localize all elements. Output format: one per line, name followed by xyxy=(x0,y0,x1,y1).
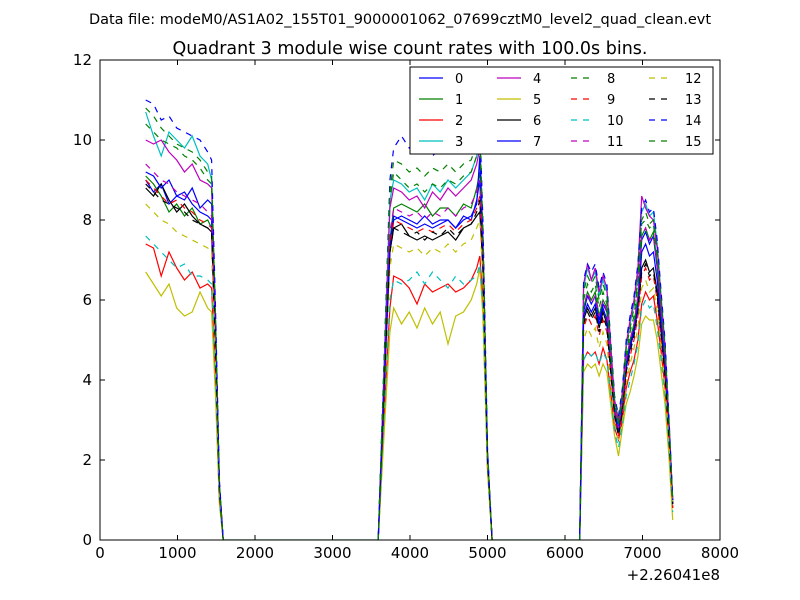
axes-frame xyxy=(99,59,721,541)
series-9-segment-2 xyxy=(377,195,493,540)
series-10-segment-1 xyxy=(145,235,224,540)
x-axis-offset-label: +2.26041e8 xyxy=(627,566,720,584)
legend-entry-9: 9 xyxy=(571,93,615,108)
x-tick-label: 6000 xyxy=(546,544,584,562)
x-axis-ticks: 0 1000 2000 3000 4000 5000 6000 7000 8000 xyxy=(95,60,739,562)
series-11-segment-2 xyxy=(377,179,493,540)
legend-entry-4: 4 xyxy=(497,72,541,87)
series-15-segment-1 xyxy=(145,107,224,540)
legend-label: 12 xyxy=(685,72,702,87)
series-13-segment-3 xyxy=(579,262,674,540)
series-14-segment-3 xyxy=(579,198,674,540)
legend-label: 9 xyxy=(607,93,615,108)
legend-entry-7: 7 xyxy=(497,135,541,150)
x-tick-label: 8000 xyxy=(701,544,739,562)
legend-entry-13: 13 xyxy=(649,93,702,108)
legend-entry-3: 3 xyxy=(419,135,463,150)
series-11 xyxy=(145,163,674,540)
series-15-segment-3 xyxy=(579,210,674,540)
series-14-segment-1 xyxy=(145,99,224,540)
legend-label: 2 xyxy=(455,114,463,129)
series-13 xyxy=(145,183,674,540)
y-tick-label: 4 xyxy=(82,371,92,389)
series-12-segment-3 xyxy=(579,278,674,540)
x-tick-label: 5000 xyxy=(468,544,506,562)
series-7-segment-3 xyxy=(579,242,674,540)
legend-label: 3 xyxy=(455,135,463,150)
series-14 xyxy=(145,99,674,540)
legend-label: 15 xyxy=(685,135,702,150)
legend-box xyxy=(409,66,714,155)
chart-title: Quadrant 3 module wise count rates with … xyxy=(173,39,648,59)
series-10 xyxy=(145,235,674,540)
series-11-segment-3 xyxy=(579,226,674,540)
legend-label: 1 xyxy=(455,93,463,108)
y-tick-label: 0 xyxy=(82,531,92,549)
legend-entry-14: 14 xyxy=(649,114,702,129)
series-5-segment-3 xyxy=(579,314,674,540)
series-8-segment-3 xyxy=(579,218,674,540)
legend-entry-2: 2 xyxy=(419,114,463,129)
legend-entry-6: 6 xyxy=(497,114,541,129)
series-12 xyxy=(145,203,674,540)
x-tick-label: 0 xyxy=(95,544,105,562)
legend-label: 13 xyxy=(685,93,702,108)
legend-label: 8 xyxy=(607,72,615,87)
legend-entry-1: 1 xyxy=(419,93,463,108)
series-10-segment-3 xyxy=(579,298,674,540)
legend-entry-10: 10 xyxy=(571,114,624,129)
legend-entry-8: 8 xyxy=(571,72,615,87)
series-15 xyxy=(145,107,674,540)
legend-entry-5: 5 xyxy=(497,93,541,108)
series-2-segment-2 xyxy=(377,255,493,540)
legend-label: 11 xyxy=(607,135,624,150)
legend-label: 0 xyxy=(455,72,463,87)
legend-label: 14 xyxy=(685,114,702,129)
series-2-segment-3 xyxy=(579,290,674,540)
x-tick-label: 4000 xyxy=(391,544,429,562)
legend-entry-0: 0 xyxy=(419,72,463,87)
y-tick-label: 12 xyxy=(73,51,92,69)
series-11-segment-1 xyxy=(145,163,224,540)
x-tick-label: 3000 xyxy=(313,544,351,562)
x-tick-label: 2000 xyxy=(236,544,274,562)
y-tick-label: 2 xyxy=(82,451,92,469)
legend-label: 6 xyxy=(533,114,541,129)
y-tick-label: 8 xyxy=(82,211,92,229)
y-tick-label: 6 xyxy=(82,291,92,309)
series-13-segment-2 xyxy=(377,199,493,540)
legend-label: 10 xyxy=(607,114,624,129)
x-tick-label: 7000 xyxy=(623,544,661,562)
series-12-segment-2 xyxy=(377,219,493,540)
x-tick-label: 1000 xyxy=(158,544,196,562)
series-5-segment-1 xyxy=(145,271,224,540)
legend-label: 5 xyxy=(533,93,541,108)
legend-entry-11: 11 xyxy=(571,135,624,150)
legend-label: 7 xyxy=(533,135,541,150)
legend-label: 4 xyxy=(533,72,541,87)
legend-entry-12: 12 xyxy=(649,72,702,87)
series-9-segment-3 xyxy=(579,266,674,540)
series-10-segment-2 xyxy=(377,263,493,540)
legend-entry-15: 15 xyxy=(649,135,702,150)
y-tick-label: 10 xyxy=(73,131,92,149)
data-file-suptitle: Data file: modeM0/AS1A02_155T01_90000010… xyxy=(89,12,711,28)
